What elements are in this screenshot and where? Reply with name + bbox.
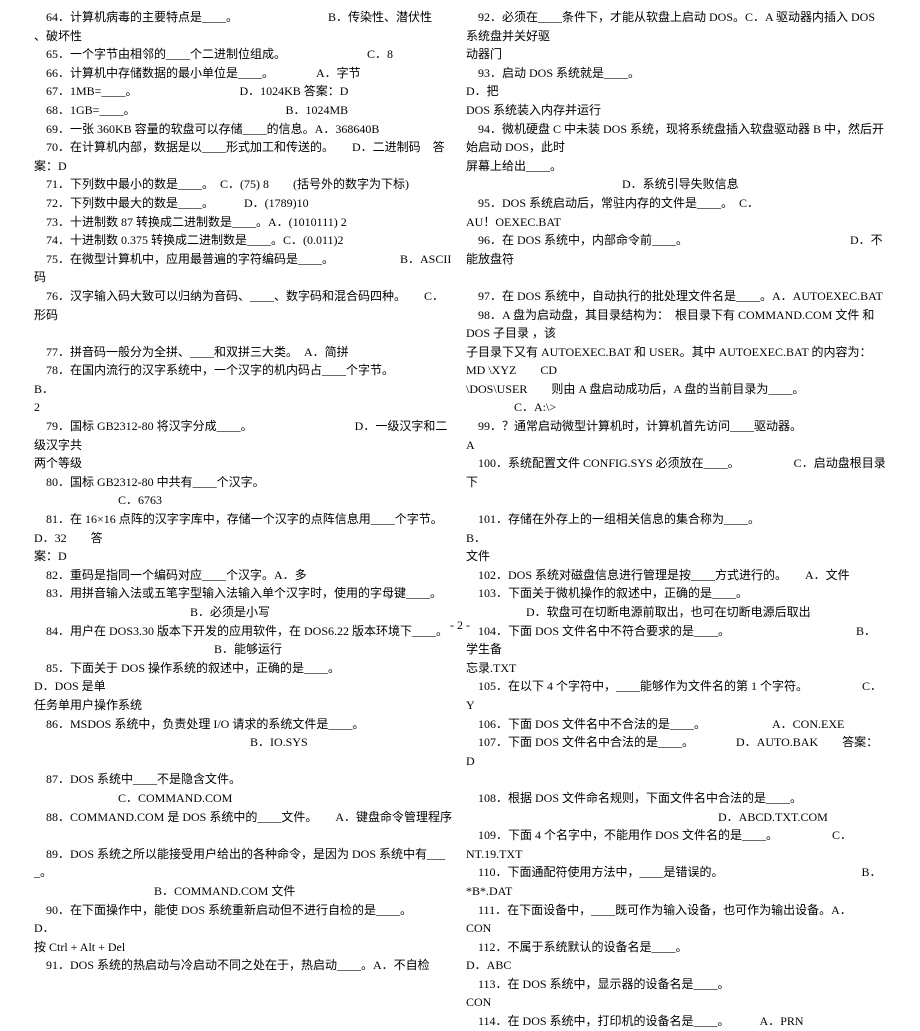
text-line: 112．不属于系统默认的设备名是____。 D．ABC xyxy=(466,938,886,975)
text-line: 88．COMMAND.COM 是 DOS 系统中的____文件。 A．键盘命令管… xyxy=(34,808,454,827)
text-line: 子目录下又有 AUTOEXEC.BAT 和 USER。其中 AUTOEXEC.B… xyxy=(466,343,886,380)
text-line: 73．十进制数 87 转换成二进制数是____。A．(1010111) 2 xyxy=(34,213,454,232)
text-line: 按 Ctrl + Alt + Del xyxy=(34,938,454,957)
text-line: 动器门 xyxy=(466,45,886,64)
text-line: 97．在 DOS 系统中，自动执行的批处理文件名是____。A．AUTOEXEC… xyxy=(466,287,886,306)
text-line: 忘录.TXT xyxy=(466,659,886,678)
text-line: *B*.DAT xyxy=(466,882,886,901)
text-line: 任务单用户操作系统 xyxy=(34,696,454,715)
text-line: 111．在下面设备中，____既可作为输入设备，也可作为输出设备。A． xyxy=(466,901,886,920)
text-line: 102．DOS 系统对磁盘信息进行管理是按____方式进行的。 A．文件 xyxy=(466,566,886,585)
text-line: 85．下面关于 DOS 操作系统的叙述中，正确的是____。 D．DOS 是单 xyxy=(34,659,454,696)
text-line: 94．微机硬盘 C 中未装 DOS 系统，现将系统盘插入软盘驱动器 B 中，然后… xyxy=(466,120,886,157)
text-line: 89．DOS 系统之所以能接受用户给出的各种命令，是因为 DOS 系统中有___… xyxy=(34,845,454,882)
text-line: AU！OEXEC.BAT xyxy=(466,213,886,232)
text-line: 110．下面通配符使用方法中，____是错误的。 B． xyxy=(466,863,886,882)
text-line: B．能够运行 xyxy=(34,640,454,659)
text-line xyxy=(466,770,886,789)
text-line: 77．拼音码一般分为全拼、____和双拼三大类。 A．简拼 xyxy=(34,343,454,362)
text-line: 文件 xyxy=(466,547,886,566)
text-line: B．必须是小写 xyxy=(34,603,454,622)
text-line: 74．十进制数 0.375 转换成二进制数是____。C．(0.011)2 xyxy=(34,231,454,250)
page-container: 64．计算机病毒的主要特点是____。 B．传染性、潜伏性、破坏性 65．一个字… xyxy=(0,0,920,620)
text-line: 84．用户在 DOS3.30 版本下开发的应用软件，在 DOS6.22 版本环境… xyxy=(34,622,454,641)
text-line: CON xyxy=(466,919,886,938)
text-line: C．6763 xyxy=(34,491,454,510)
text-line: 109．下面 4 个名字中，不能用作 DOS 文件名的是____。 C． xyxy=(466,826,886,845)
text-line: 108．根据 DOS 文件命名规则，下面文件名中合法的是____。 xyxy=(466,789,886,808)
text-line: 72．下列数中最大的数是____。 D．(1789)10 xyxy=(34,194,454,213)
text-line: 76．汉字输入码大致可以归纳为音码、____、数字码和混合码四种。 C． 形码 xyxy=(34,287,454,324)
text-line xyxy=(466,268,886,287)
text-line: 114．在 DOS 系统中，打印机的设备名是____。 A．PRN xyxy=(466,1012,886,1031)
text-line: C．COMMAND.COM xyxy=(34,789,454,808)
text-line: 69．一张 360KB 容量的软盘可以存储____的信息。A．368640B xyxy=(34,120,454,139)
text-line xyxy=(34,752,454,771)
text-line: 67．1MB=____。 D．1024KB 答案：D xyxy=(34,82,454,101)
text-line: A xyxy=(466,436,886,455)
text-line: 99．？通常启动微型计算机时，计算机首先访问____驱动器。 xyxy=(466,417,886,436)
text-line: B．IO.SYS xyxy=(34,733,454,752)
right-column: 92．必须在____条件下，才能从软盘上启动 DOS。C．A 驱动器内插入 DO… xyxy=(460,8,892,612)
text-line: 70．在计算机内部，数据是以____形式加工和传送的。 D．二进制码 答案：D xyxy=(34,138,454,175)
text-line: 2 xyxy=(34,398,454,417)
text-line: 92．必须在____条件下，才能从软盘上启动 DOS。C．A 驱动器内插入 DO… xyxy=(466,8,886,45)
text-line: 93．启动 DOS 系统就是____。 D．把 xyxy=(466,64,886,101)
text-line: 案：D xyxy=(34,547,454,566)
text-line: D．软盘可在切断电源前取出，也可在切断电源后取出 xyxy=(466,603,886,622)
text-line: \DOS\USER 则由 A 盘启动成功后，A 盘的当前目录为____。 xyxy=(466,380,886,399)
text-line: 两个等级 xyxy=(34,454,454,473)
text-line: 91．DOS 系统的热启动与冷启动不同之处在于，热启动____。A．不自检 xyxy=(34,956,454,975)
text-line: B．COMMAND.COM 文件 xyxy=(34,882,454,901)
text-line: 95．DOS 系统启动后，常驻内存的文件是____。 C． xyxy=(466,194,886,213)
text-line: D．系统引导失败信息 xyxy=(466,175,886,194)
text-line: 65．一个字节由相邻的____个二进制位组成。 C．8 xyxy=(34,45,454,64)
text-line: 106．下面 DOS 文件名中不合法的是____。 A．CON.EXE xyxy=(466,715,886,734)
text-line: 90．在下面操作中，能使 DOS 系统重新启动但不进行自检的是____。 D． xyxy=(34,901,454,938)
text-line: C．A:\> xyxy=(466,398,886,417)
text-line: 101．存储在外存上的一组相关信息的集合称为____。 B． xyxy=(466,510,886,547)
text-line: CON xyxy=(466,993,886,1012)
text-line: 78．在国内流行的汉字系统中，一个汉字的机内码占____个字节。 B． xyxy=(34,361,454,398)
left-column: 64．计算机病毒的主要特点是____。 B．传染性、潜伏性、破坏性 65．一个字… xyxy=(28,8,460,612)
text-line: 82．重码是指同一个编码对应____个汉字。A．多 xyxy=(34,566,454,585)
text-line: 71．下列数中最小的数是____。 C．(75) 8 (括号外的数字为下标) xyxy=(34,175,454,194)
text-line: 75．在微型计算机中，应用最普遍的字符编码是____。 B．ASCII 码 xyxy=(34,250,454,287)
text-line: NT.19.TXT xyxy=(466,845,886,864)
text-line: 96．在 DOS 系统中，内部命令前____。 D．不能放盘符 xyxy=(466,231,886,268)
text-line: 64．计算机病毒的主要特点是____。 B．传染性、潜伏性 xyxy=(34,8,454,27)
text-line xyxy=(34,324,454,343)
text-line: 66．计算机中存储数据的最小单位是____。 A．字节 xyxy=(34,64,454,83)
text-line: 103．下面关于微机操作的叙述中，正确的是____。 xyxy=(466,584,886,603)
text-line: 98．A 盘为启动盘，其目录结构为： 根目录下有 COMMAND.COM 文件 … xyxy=(466,306,886,343)
text-line: 113．在 DOS 系统中，显示器的设备名是____。 xyxy=(466,975,886,994)
text-line xyxy=(466,491,886,510)
text-line: 104．下面 DOS 文件名中不符合要求的是____。 B．学生备 xyxy=(466,622,886,659)
text-line: 100．系统配置文件 CONFIG.SYS 必须放在____。 C．启动盘根目录… xyxy=(466,454,886,491)
text-line: 、破坏性 xyxy=(34,27,454,46)
text-line: 屏幕上给出____。 xyxy=(466,157,886,176)
text-line: 107．下面 DOS 文件名中合法的是____。 D．AUTO.BAK 答案：D xyxy=(466,733,886,770)
text-line: 87．DOS 系统中____不是隐含文件。 xyxy=(34,770,454,789)
text-line: 79．国标 GB2312-80 将汉字分成____。 D．一级汉字和二级汉字共 xyxy=(34,417,454,454)
text-line: 86．MSDOS 系统中，负责处理 I/O 请求的系统文件是____。 xyxy=(34,715,454,734)
text-line: DOS 系统装入内存并运行 xyxy=(466,101,886,120)
text-line: 81．在 16×16 点阵的汉字字库中，存储一个汉字的点阵信息用____个字节。… xyxy=(34,510,454,547)
text-line xyxy=(34,826,454,845)
text-line: 68．1GB=____。 B．1024MB xyxy=(34,101,454,120)
text-line: 105．在以下 4 个字符中，____能够作为文件名的第 1 个字符。 C． xyxy=(466,677,886,696)
text-line: D．ABCD.TXT.COM xyxy=(466,808,886,827)
text-line: Y xyxy=(466,696,886,715)
text-line: 83．用拼音输入法或五笔字型输入法输入单个汉字时，使用的字母键____。 xyxy=(34,584,454,603)
text-line: 80．国标 GB2312-80 中共有____个汉字。 xyxy=(34,473,454,492)
